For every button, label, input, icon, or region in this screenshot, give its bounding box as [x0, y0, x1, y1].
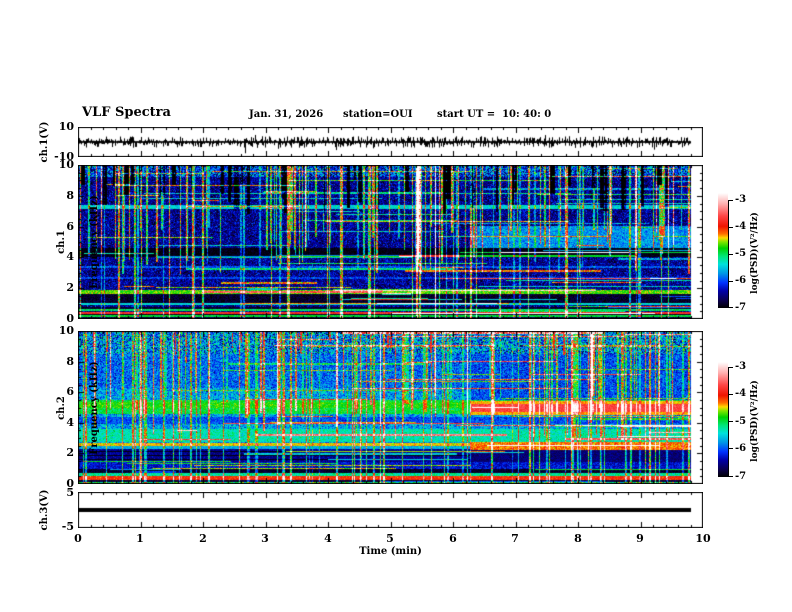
ch2-spect-ytick-0: 0	[66, 477, 74, 490]
colorbar-2-tick	[728, 367, 733, 368]
colorbar-1-axis-title: log(PSD)(V²/Hz)	[750, 212, 760, 294]
ch3-wave-canvas	[78, 492, 703, 528]
ch2-spect-ylabel: Frequency (kHz)	[89, 361, 100, 455]
ch1-spect-ylabel: Frequency (kHz)	[89, 195, 100, 289]
colorbar-2-label--6: -6	[735, 443, 747, 454]
ch2-spect-ytick-4: 4	[66, 416, 74, 429]
ch1-spect-ytick-2: 2	[66, 281, 74, 294]
colorbar-2-tick	[728, 476, 733, 477]
colorbar-1-tick	[728, 227, 733, 228]
colorbar-2-label--4: -4	[735, 388, 747, 399]
page-title: VLF Spectra	[82, 105, 171, 120]
colorbar-2-axis-title: log(PSD)(V²/Hz)	[750, 380, 760, 462]
x-tick-8: 8	[574, 532, 582, 545]
colorbar-2-tick	[728, 448, 733, 449]
colorbar-2-tick	[728, 394, 733, 395]
ch1-spect-channel-label: ch.1	[56, 230, 67, 254]
x-tick-3: 3	[261, 532, 269, 545]
colorbar-1	[718, 193, 728, 308]
colorbar-1-label--3: -3	[735, 194, 747, 205]
ch3-wave-ymin-label: -5	[61, 520, 74, 533]
ch2-spect-ytick-8: 8	[66, 355, 74, 368]
colorbar-1-tick	[728, 200, 733, 201]
ch1-spect-ytick-4: 4	[66, 250, 74, 263]
x-axis-title: Time (min)	[359, 546, 422, 557]
colorbar-1-label--6: -6	[735, 275, 747, 286]
x-tick-2: 2	[199, 532, 207, 545]
x-tick-5: 5	[386, 532, 394, 545]
date-label: Jan. 31, 2026	[249, 109, 324, 120]
colorbar-1-tick	[728, 281, 733, 282]
ch2-spect-ytick-2: 2	[66, 446, 74, 459]
start-ut-label: start UT = 10: 40: 0	[437, 109, 552, 120]
ch1-spect-ytick-6: 6	[66, 220, 74, 233]
x-tick-9: 9	[636, 532, 644, 545]
station-label: station=OUI	[343, 109, 413, 120]
ch2-spect-ytick-10: 10	[58, 324, 74, 337]
colorbar-2-label--3: -3	[735, 361, 747, 372]
colorbar-1-label--4: -4	[735, 221, 747, 232]
colorbar-2-label--5: -5	[735, 416, 747, 427]
ch2-spect-ytick-6: 6	[66, 385, 74, 398]
ch1-spectrogram-canvas	[78, 165, 703, 319]
ch1-wave-ymax-label: 10	[58, 120, 74, 133]
x-tick-7: 7	[511, 532, 519, 545]
colorbar-2-rail	[728, 367, 729, 477]
x-tick-4: 4	[324, 532, 332, 545]
x-tick-1: 1	[136, 532, 144, 545]
colorbar-1-tick	[728, 307, 733, 308]
x-tick-6: 6	[449, 532, 457, 545]
x-tick-10: 10	[695, 532, 711, 545]
ch1-spect-ytick-10: 10	[58, 158, 74, 171]
ch3-wave-axis-title: ch.3(V)	[39, 489, 50, 531]
colorbar-1-tick	[728, 254, 733, 255]
ch1-wave-canvas	[78, 127, 703, 157]
colorbar-2-tick	[728, 421, 733, 422]
ch1-spect-ytick-8: 8	[66, 189, 74, 202]
ch1-wave-ymin-label: -10	[54, 150, 74, 163]
ch3-wave-ymax-label: 5	[66, 486, 74, 499]
ch2-spect-axis-title: ch.2 Frequency (kHz)	[34, 353, 100, 463]
x-tick-0: 0	[74, 532, 82, 545]
ch1-spect-ytick-0: 0	[66, 312, 74, 325]
ch2-spect-channel-label: ch.2	[56, 396, 67, 420]
colorbar-2-label--7: -7	[735, 471, 747, 482]
colorbar-1-label--7: -7	[735, 302, 747, 313]
colorbar-2	[718, 362, 728, 477]
ch2-spectrogram-canvas	[78, 331, 703, 484]
colorbar-1-label--5: -5	[735, 248, 747, 259]
ch1-spect-axis-title: ch.1 Frequency (kHz)	[34, 187, 100, 297]
